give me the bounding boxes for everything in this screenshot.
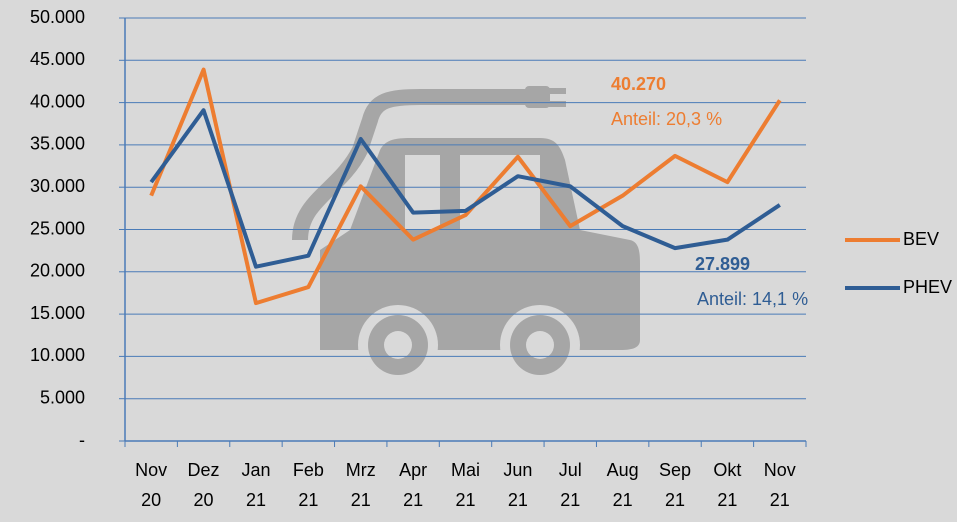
chart: 40.270 Anteil: 20,3 % 27.899 Anteil: 14,… [0,0,957,522]
legend-label: BEV [903,229,939,249]
x-tick-label: Mrz 21 [339,455,383,515]
x-tick-label: Apr 21 [391,455,435,515]
x-tick-label: Nov 21 [758,455,802,515]
x-tick-label: Sep 21 [653,455,697,515]
chart-svg: 40.270 Anteil: 20,3 % 27.899 Anteil: 14,… [0,0,957,522]
x-tick-label: Okt 21 [705,455,749,515]
annotation: Anteil: 14,1 % [697,289,808,309]
x-tick-label: Jan 21 [234,455,278,515]
x-tick-label: Mai 21 [444,455,488,515]
y-tick-label: - [79,430,85,450]
y-tick-label: 20.000 [30,261,85,281]
annotation: Anteil: 20,3 % [611,109,722,129]
x-tick-label: Jul 21 [548,455,592,515]
car-icon [300,86,640,385]
annotation: 27.899 [695,254,750,274]
y-tick-label: 40.000 [30,91,85,111]
legend-label: PHEV [903,277,952,297]
x-tick-label: Dez 20 [182,455,226,515]
y-tick-label: 35.000 [30,134,85,154]
y-tick-label: 5.000 [40,387,85,407]
x-tick-label: Nov 20 [129,455,173,515]
y-tick-label: 50.000 [30,7,85,27]
y-tick-label: 25.000 [30,218,85,238]
y-tick-label: 30.000 [30,176,85,196]
y-tick-label: 15.000 [30,303,85,323]
x-tick-label: Feb 21 [286,455,330,515]
y-tick-label: 10.000 [30,345,85,365]
x-tick-label: Jun 21 [496,455,540,515]
x-tick-label: Aug 21 [601,455,645,515]
y-tick-label: 45.000 [30,49,85,69]
annotation: 40.270 [611,74,666,94]
